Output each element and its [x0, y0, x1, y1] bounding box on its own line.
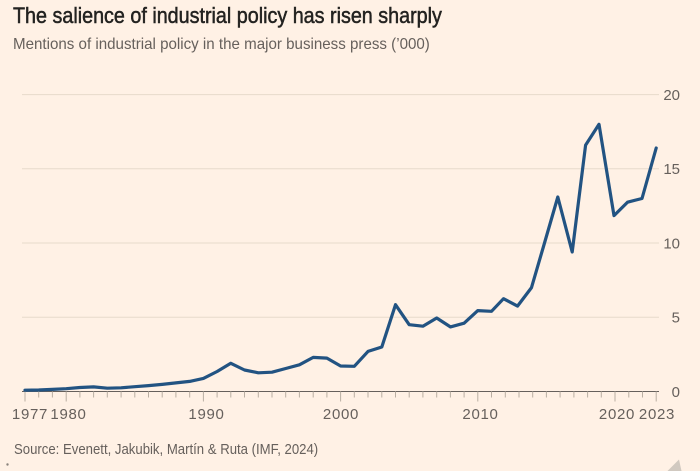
svg-text:1977: 1977 [12, 406, 48, 423]
svg-text:10: 10 [663, 235, 680, 252]
svg-text:15: 15 [663, 161, 680, 178]
svg-text:5: 5 [672, 310, 680, 327]
svg-text:2020: 2020 [599, 406, 635, 423]
svg-text:2000: 2000 [323, 406, 359, 423]
svg-text:2010: 2010 [462, 406, 498, 423]
svg-text:1990: 1990 [188, 406, 224, 423]
svg-text:1980: 1980 [50, 406, 86, 423]
svg-text:20: 20 [663, 87, 680, 104]
svg-text:2023: 2023 [639, 406, 675, 423]
svg-text:0: 0 [672, 384, 680, 401]
